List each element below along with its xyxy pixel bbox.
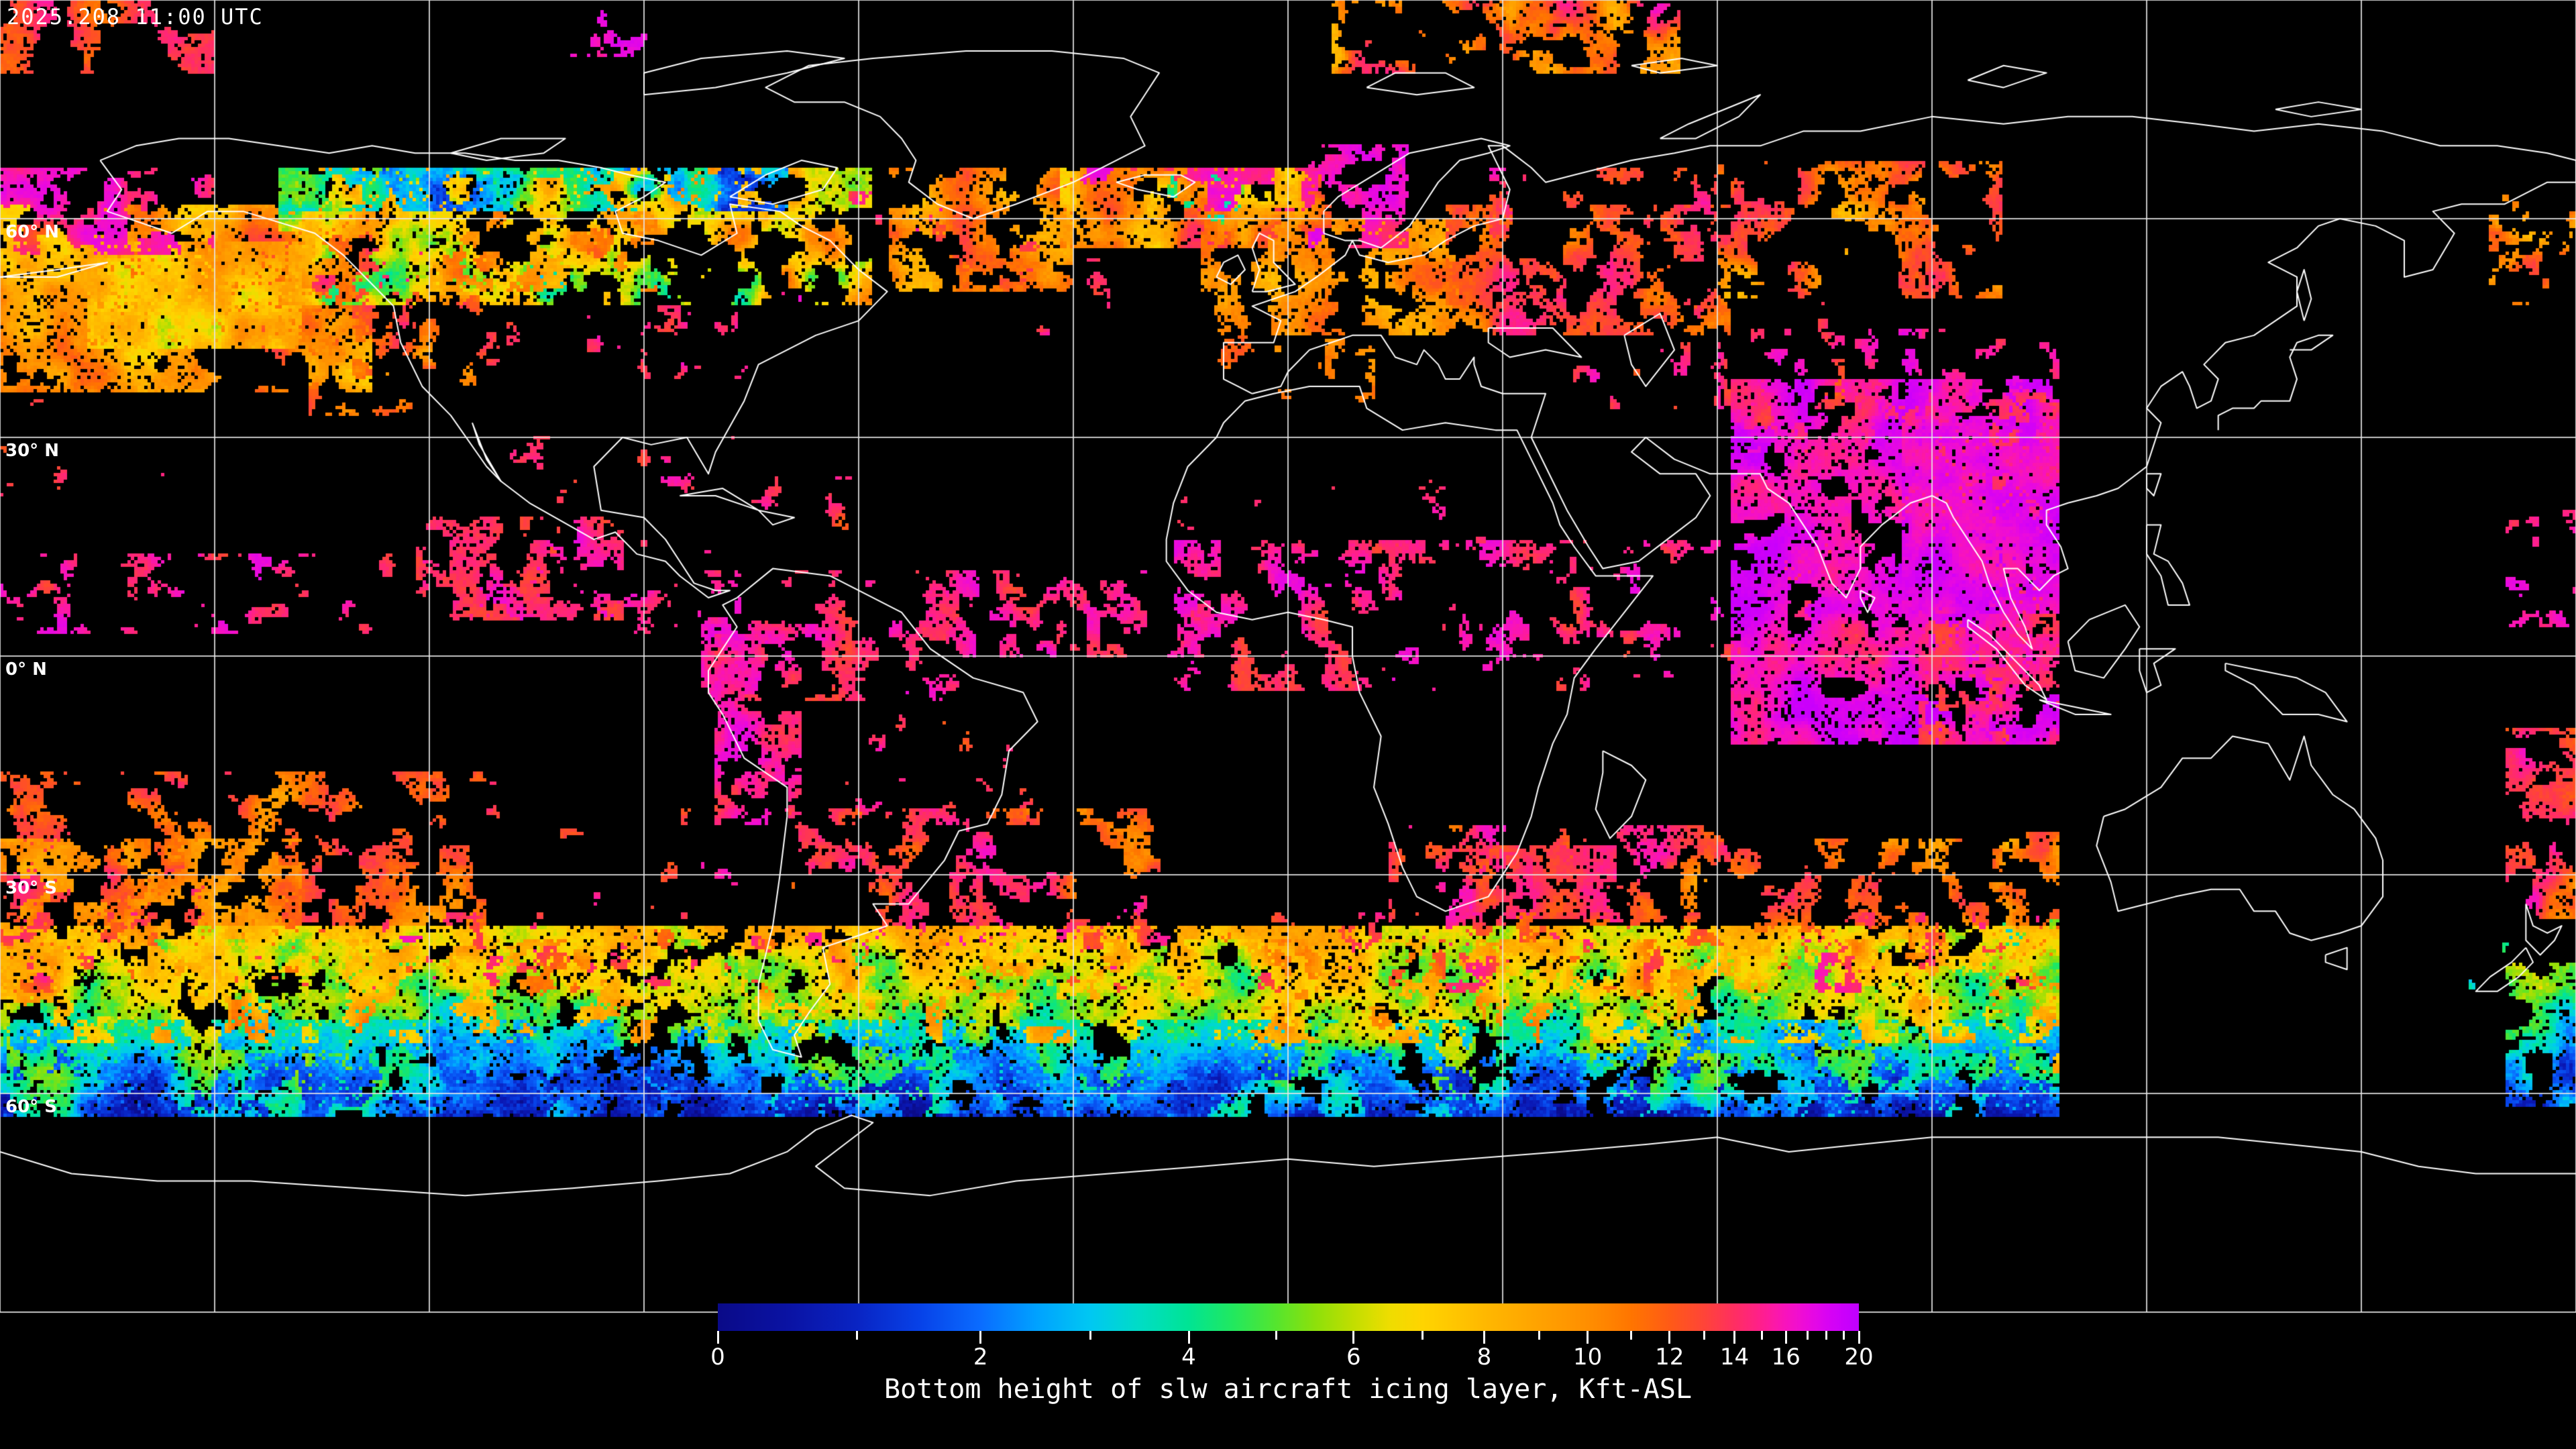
colorbar-tick: [1089, 1331, 1092, 1340]
colorbar-tick: [855, 1331, 858, 1340]
timestamp: 2025.208 11:00 UTC: [7, 4, 264, 30]
colorbar-tick: [1538, 1331, 1540, 1340]
latitude-label: 30° S: [5, 878, 57, 898]
colorbar-tick: [1858, 1331, 1860, 1344]
colorbar-tick: [1703, 1331, 1705, 1340]
colorbar-tick-label: 10: [1573, 1344, 1603, 1371]
colorbar-tick-label: 14: [1719, 1344, 1750, 1371]
colorbar-tick: [1629, 1331, 1632, 1340]
latitude-label: 0° N: [5, 659, 47, 680]
colorbar-gradient: [718, 1303, 1859, 1331]
colorbar-tick-label: 8: [1477, 1344, 1492, 1371]
colorbar-title: Bottom height of slw aircraft icing laye…: [883, 1374, 1693, 1405]
colorbar-tick: [1784, 1331, 1787, 1344]
latitude-label: 60° S: [5, 1097, 57, 1117]
colorbar-tick: [1760, 1331, 1763, 1340]
colorbar-tick: [1587, 1331, 1589, 1344]
colorbar-tick: [1733, 1331, 1736, 1344]
colorbar-tick: [1806, 1331, 1809, 1340]
colorbar-tick: [1668, 1331, 1671, 1344]
colorbar-tick: [1483, 1331, 1485, 1344]
colorbar-tick-label: 20: [1844, 1344, 1874, 1371]
colorbar-tick: [1421, 1331, 1424, 1340]
colorbar-tick: [979, 1331, 982, 1344]
colorbar-legend: 0 2 4 6 8 10 12 14 16 20: [710, 1303, 1874, 1371]
colorbar-tick-label: 12: [1655, 1344, 1684, 1371]
colorbar-tick: [1825, 1331, 1828, 1340]
colorbar-tick-label: 0: [710, 1344, 725, 1371]
colorbar-tick-label: 6: [1346, 1344, 1361, 1371]
colorbar-tick-label: 16: [1771, 1344, 1801, 1371]
colorbar-tick: [1187, 1331, 1190, 1344]
latitude-label: 60° N: [5, 222, 59, 242]
colorbar-tick: [1842, 1331, 1845, 1340]
colorbar-tick: [716, 1331, 719, 1344]
latitude-label: 30° N: [5, 441, 59, 461]
colorbar-tick-label: 2: [973, 1344, 988, 1371]
colorbar-tick: [1275, 1331, 1277, 1340]
colorbar-tick-label: 4: [1181, 1344, 1196, 1371]
colorbar-tick: [1352, 1331, 1355, 1344]
